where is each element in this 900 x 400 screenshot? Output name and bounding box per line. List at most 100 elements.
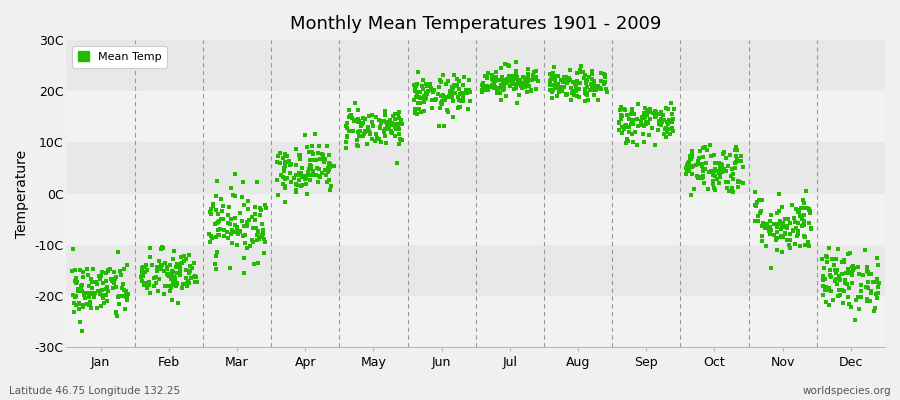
Point bbox=[843, 250, 858, 256]
Point bbox=[666, 127, 680, 134]
Point bbox=[308, 131, 322, 138]
Point bbox=[724, 185, 739, 192]
Point bbox=[767, 232, 781, 238]
Point bbox=[418, 96, 432, 102]
Point bbox=[778, 231, 792, 237]
Point bbox=[256, 221, 270, 228]
Point bbox=[165, 272, 179, 279]
Point bbox=[221, 204, 236, 210]
Point bbox=[351, 129, 365, 136]
Point bbox=[278, 176, 293, 182]
Point bbox=[763, 231, 778, 237]
Point bbox=[203, 233, 218, 240]
Point bbox=[835, 287, 850, 294]
Point bbox=[706, 152, 721, 158]
Point bbox=[614, 104, 628, 110]
Point bbox=[642, 106, 656, 113]
Point bbox=[416, 76, 430, 83]
Point bbox=[407, 82, 421, 88]
Point bbox=[475, 80, 490, 86]
Point bbox=[661, 121, 675, 127]
Point bbox=[289, 146, 303, 152]
Point bbox=[579, 91, 593, 97]
Point bbox=[427, 86, 441, 93]
Point bbox=[696, 168, 710, 174]
Point bbox=[166, 274, 181, 280]
Point bbox=[315, 151, 329, 157]
Point bbox=[117, 266, 131, 273]
Point bbox=[832, 292, 847, 298]
Point bbox=[347, 117, 362, 124]
Point bbox=[525, 76, 539, 83]
Point bbox=[276, 164, 291, 171]
Point bbox=[324, 162, 338, 169]
Point bbox=[449, 82, 464, 88]
Point bbox=[274, 172, 289, 178]
Point bbox=[576, 68, 590, 75]
Point bbox=[703, 142, 717, 148]
Point bbox=[798, 242, 813, 248]
Point bbox=[708, 168, 723, 174]
Point bbox=[442, 92, 456, 99]
Point bbox=[684, 192, 698, 199]
Point bbox=[643, 106, 657, 112]
Point bbox=[763, 224, 778, 231]
Point bbox=[491, 85, 506, 91]
Point bbox=[73, 266, 87, 273]
Point bbox=[81, 290, 95, 296]
Point bbox=[430, 90, 445, 97]
Point bbox=[858, 247, 872, 253]
Point bbox=[293, 156, 308, 162]
Point bbox=[382, 119, 397, 125]
Point bbox=[652, 120, 667, 127]
Point bbox=[500, 79, 514, 86]
Point bbox=[248, 217, 262, 224]
Point bbox=[752, 197, 766, 204]
Point bbox=[524, 88, 538, 94]
Point bbox=[443, 88, 457, 95]
Point bbox=[701, 186, 716, 192]
Point bbox=[845, 272, 859, 278]
Point bbox=[841, 294, 855, 300]
Point bbox=[572, 67, 587, 74]
Point bbox=[856, 272, 870, 278]
Point bbox=[86, 266, 100, 272]
Point bbox=[351, 116, 365, 122]
Point bbox=[434, 100, 448, 106]
Point bbox=[422, 81, 436, 88]
Point bbox=[661, 105, 675, 112]
Point bbox=[785, 202, 799, 208]
Point bbox=[508, 76, 522, 82]
Point bbox=[711, 170, 725, 176]
Point bbox=[383, 129, 398, 135]
Point bbox=[768, 221, 782, 227]
Point bbox=[569, 87, 583, 94]
Point bbox=[216, 216, 230, 223]
Point bbox=[724, 173, 739, 179]
Point bbox=[94, 286, 109, 293]
Point bbox=[203, 206, 218, 212]
Point bbox=[499, 92, 513, 99]
Point bbox=[715, 169, 729, 175]
Point bbox=[148, 279, 163, 286]
Point bbox=[179, 283, 194, 289]
Point bbox=[635, 131, 650, 138]
Point bbox=[237, 270, 251, 276]
Point bbox=[446, 114, 461, 120]
Point bbox=[149, 268, 164, 274]
Point bbox=[719, 179, 733, 186]
Point bbox=[209, 234, 223, 240]
Point bbox=[497, 83, 511, 90]
Point bbox=[343, 113, 357, 120]
Point bbox=[713, 164, 727, 171]
Point bbox=[790, 232, 805, 239]
Point bbox=[515, 84, 529, 91]
Point bbox=[162, 283, 176, 289]
Point bbox=[385, 120, 400, 126]
Point bbox=[175, 260, 189, 266]
Point bbox=[257, 238, 272, 245]
Point bbox=[717, 166, 732, 172]
Point bbox=[295, 182, 310, 188]
Point bbox=[775, 249, 789, 256]
Point bbox=[109, 284, 123, 290]
